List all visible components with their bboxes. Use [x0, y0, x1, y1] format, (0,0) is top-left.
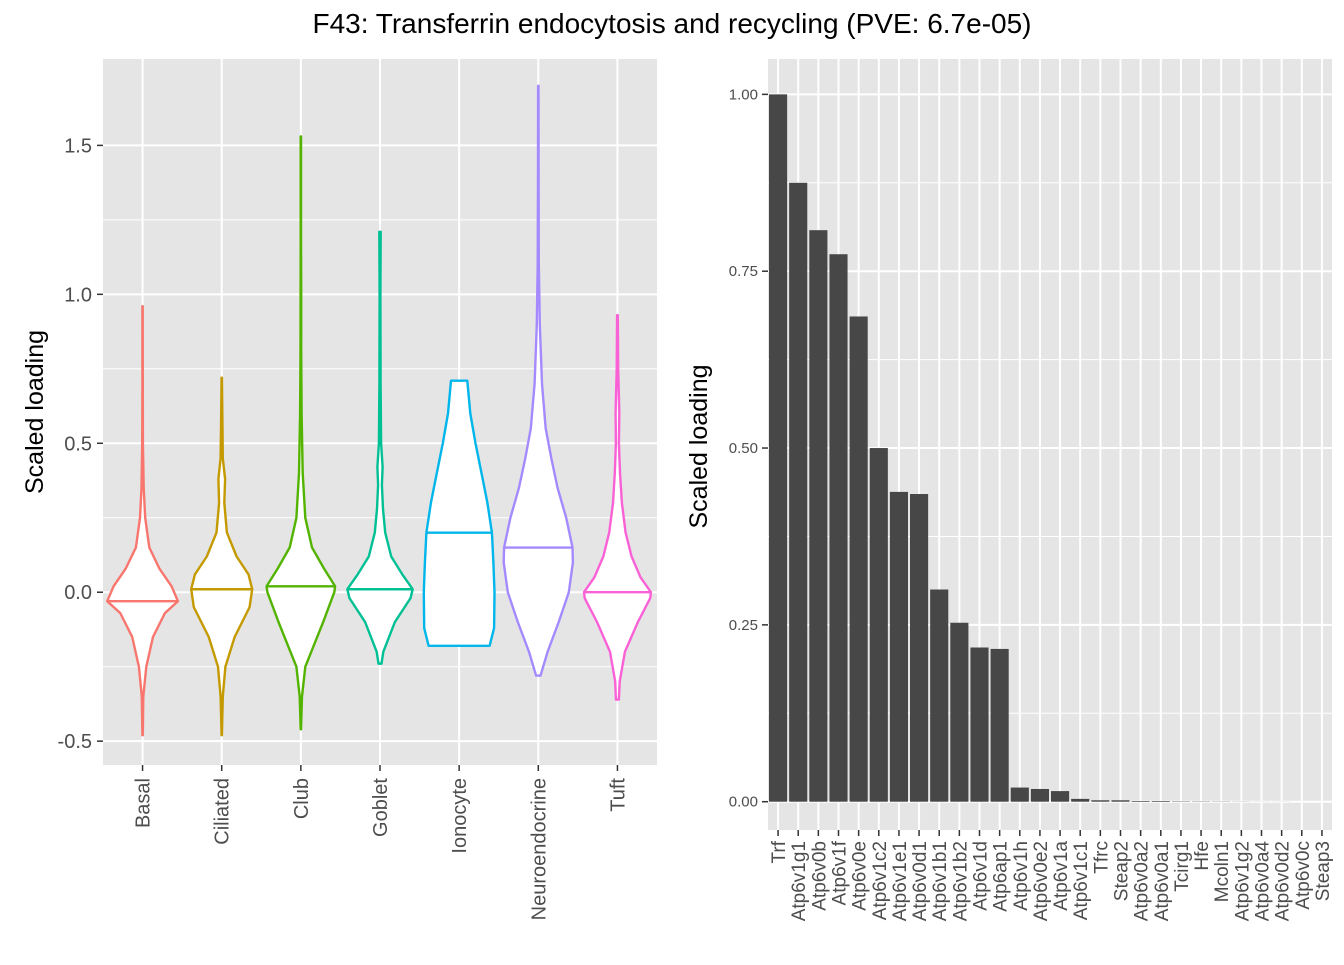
- bar-x-tick-label: Atp6v1b2: [950, 841, 971, 921]
- bar-y-tick-label: 0.75: [729, 263, 758, 280]
- bar-y-tick-label: 0.25: [729, 617, 758, 634]
- bar-x-tick-label: Atp6v1f: [830, 840, 851, 905]
- bar-x-tick-label: Atp6v0d2: [1273, 841, 1294, 921]
- bar-x-tick-label: Atp6v1a: [1051, 841, 1072, 911]
- bar-atp6v0e2: [1031, 789, 1049, 802]
- bar-x-tick-label: Mcoln1: [1212, 841, 1233, 902]
- violin-y-tick-label: 1.0: [64, 284, 92, 306]
- bar-tfrc: [1091, 800, 1109, 801]
- violin-y-tick-label: -0.5: [58, 731, 92, 753]
- bar-atp6v1f: [829, 254, 847, 801]
- violin-y-axis-title: Scaled loading: [21, 330, 49, 494]
- bar-x-tick-label: Steap2: [1112, 841, 1133, 901]
- bar-x-tick-label: Atp6ap1: [991, 841, 1012, 912]
- bar-x-tick-label: Atp6v1e1: [890, 841, 911, 921]
- bar-atp6v0a1: [1152, 801, 1170, 802]
- violin-chart: -0.5 0.0 0.5 1.0 1.5 Basal Ciliated Club Goblet I…: [21, 59, 657, 920]
- bar-atp6v1h: [1011, 788, 1029, 802]
- bar-atp6v1d: [970, 648, 988, 802]
- bar-x-tick-label: Atp6v0a4: [1253, 841, 1274, 922]
- violin-x-tick-label: Club: [291, 778, 313, 819]
- bar-x-tick-label: Hfe: [1192, 841, 1213, 871]
- bar-atp6v1c1: [1071, 799, 1089, 802]
- violin-x-tick-label: Basal: [133, 778, 155, 828]
- bar-x-tick-label: Atp6v0b: [809, 841, 830, 911]
- violin-x-tick-label: Ionocyte: [449, 778, 471, 854]
- figure-title: F43: Transferrin endocytosis and recycli…: [312, 8, 1031, 39]
- bar-atp6v1c2: [870, 448, 888, 802]
- bar-x-tick-label: Steap3: [1313, 841, 1334, 901]
- bar-y-tick-label: 1.00: [729, 86, 758, 103]
- bar-atp6v0e: [850, 316, 868, 801]
- violin-y-tick-label: 0.0: [64, 582, 92, 604]
- violin-x-tick-label: Ciliated: [212, 778, 234, 845]
- violin-y-tick-label: 0.5: [64, 433, 92, 455]
- violin-x-tick-label: Tuft: [607, 778, 629, 812]
- bar-atp6v0a2: [1132, 801, 1150, 802]
- bar-x-tick-label: Atp6v0e: [850, 841, 871, 911]
- bar-steap2: [1111, 800, 1129, 801]
- bar-x-tick-label: Atp6v0a2: [1132, 841, 1153, 921]
- bar-x-tick-label: Atp6v0d1: [910, 841, 931, 921]
- bar-atp6v1e1: [890, 492, 908, 802]
- bar-y-tick-label: 0.50: [729, 440, 758, 457]
- bar-atp6v1g1: [789, 183, 807, 802]
- bar-x-tick-label: Atp6v1c2: [870, 841, 891, 920]
- bar-x-tick-label: Atp6v1b1: [930, 841, 951, 921]
- violin-y-tick-label: 1.5: [64, 135, 92, 157]
- bar-x-tick-label: Tcirg1: [1172, 841, 1193, 892]
- bar-x-tick-label: Trf: [769, 840, 790, 863]
- bar-atp6v1a: [1051, 791, 1069, 802]
- bar-y-tick-label: 0.00: [729, 794, 758, 811]
- bar-x-tick-label: Atp6v1g2: [1232, 841, 1253, 921]
- bar-x-tick-label: Atp6v1h: [1011, 841, 1032, 911]
- bar-atp6ap1: [991, 649, 1009, 802]
- bar-x-tick-label: Atp6v0e2: [1031, 841, 1052, 921]
- bar-x-tick-label: Tfrc: [1091, 841, 1112, 874]
- bar-atp6v0d1: [910, 494, 928, 802]
- bar-y-axis-title: Scaled loading: [685, 364, 713, 528]
- bar-trf: [769, 94, 787, 801]
- bar-x-tick-label: Atp6v1g1: [789, 841, 810, 921]
- violin-x-tick-label: Goblet: [370, 778, 392, 837]
- bar-atp6v0b: [809, 230, 827, 802]
- bar-x-tick-label: Atp6v1d: [971, 841, 992, 911]
- bar-x-tick-label: Atp6v0a1: [1152, 841, 1173, 921]
- bar-atp6v1b1: [930, 590, 948, 802]
- violin-x-tick-label: Neuroendocrine: [528, 778, 550, 920]
- bar-x-tick-label: Atp6v0c: [1293, 841, 1314, 910]
- bar-x-tick-label: Atp6v1c1: [1071, 841, 1092, 920]
- bar-atp6v1b2: [950, 623, 968, 802]
